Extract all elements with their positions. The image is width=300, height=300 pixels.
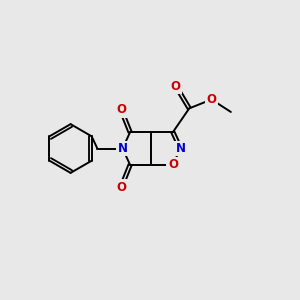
Text: O: O [206, 93, 217, 106]
Text: N: N [118, 142, 128, 155]
Text: O: O [171, 80, 181, 93]
Text: O: O [168, 158, 178, 171]
Text: N: N [176, 142, 185, 155]
Text: O: O [116, 181, 126, 194]
Text: O: O [116, 103, 126, 116]
